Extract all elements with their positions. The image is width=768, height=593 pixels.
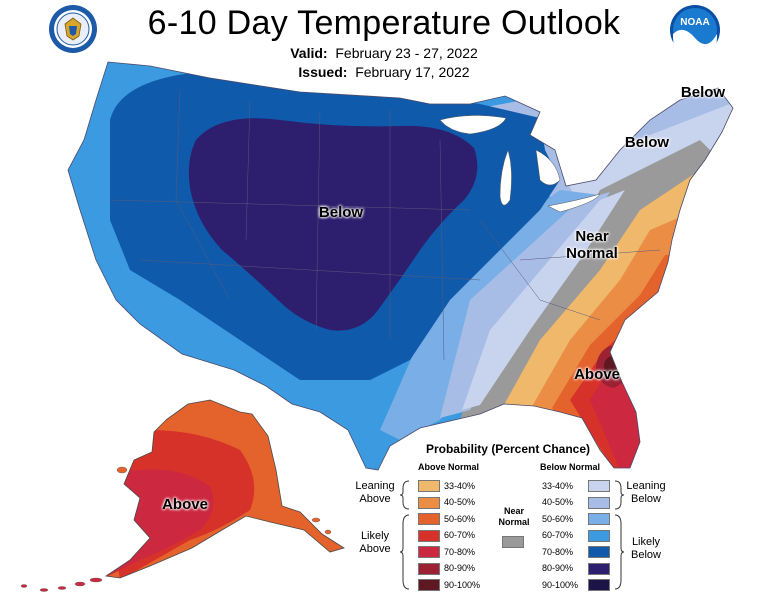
below-swatch-label-1: 40-50% [542, 497, 574, 507]
leaning-below-label: Leaning Below [626, 480, 666, 505]
below-swatch-4 [588, 546, 610, 558]
below-swatch-1 [588, 496, 610, 509]
label-above-ak: Above [162, 496, 208, 513]
leaning-above-label: Leaning Above [355, 480, 395, 505]
label-above-se: Above [574, 366, 620, 383]
below-swatch-2 [588, 513, 610, 525]
legend-above-header: Above Normal [418, 462, 480, 472]
above-swatch-label-3: 60-70% [444, 530, 476, 540]
label-below-center: Below [318, 204, 364, 221]
below-swatch-3 [588, 529, 610, 542]
below-swatch-label-2: 50-60% [542, 513, 574, 524]
issued-date: Issued: February 17, 2022 [0, 64, 768, 80]
below-swatch-6 [588, 579, 610, 591]
above-swatch-label-6: 90-100% [444, 579, 481, 590]
above-swatch-0 [418, 480, 440, 492]
below-swatch-5 [588, 562, 610, 575]
issued-label: Issued: [298, 64, 348, 80]
below-swatch-label-3: 60-70% [542, 530, 574, 540]
above-swatch-label-4: 70-80% [444, 546, 476, 557]
state-lines [109, 89, 661, 361]
conus-shading [68, 62, 733, 470]
likely-below-label: Likely Below [631, 536, 661, 561]
brace-likely-below [614, 514, 624, 590]
label-below-ne: Below [624, 134, 670, 151]
below-swatch-label-4: 70-80% [542, 546, 574, 557]
brace-leaning-below [614, 480, 624, 510]
below-swatch-label-5: 80-90% [542, 563, 574, 573]
map-title: 6-10 Day Temperature Outlook [147, 4, 621, 42]
brace-leaning-above [400, 480, 410, 510]
near-normal-swatch [502, 536, 524, 548]
doc-seal-icon [49, 5, 97, 53]
legend: Probability (Percent Chance) Above Norma… [352, 442, 666, 592]
above-swatch-label-2: 50-60% [444, 513, 476, 524]
near-normal-legend-label: Near Normal [498, 506, 530, 527]
label-near-normal: Near Normal [552, 228, 632, 262]
label-near-line2: Normal [566, 245, 618, 262]
above-swatch-2 [418, 513, 440, 525]
legend-title: Probability (Percent Chance) [425, 442, 591, 456]
brace-likely-above [400, 514, 410, 590]
label-near-line1: Near [575, 228, 609, 245]
above-swatch-5 [418, 562, 440, 575]
valid-label: Valid: [290, 45, 328, 61]
above-swatch-label-1: 40-50% [444, 497, 476, 507]
above-swatch-3 [418, 529, 440, 542]
above-swatch-label-5: 80-90% [444, 563, 476, 573]
noaa-logo-icon: NOAA [670, 5, 720, 56]
above-swatch-label-0: 33-40% [444, 480, 476, 491]
alaska-shading [106, 400, 344, 578]
legend-below-header: Below Normal [540, 462, 601, 472]
valid-value: February 23 - 27, 2022 [335, 45, 478, 61]
issued-value: February 17, 2022 [355, 64, 470, 80]
below-swatch-label-6: 90-100% [542, 579, 579, 590]
above-swatch-4 [418, 546, 440, 558]
label-below-ne-top: Below [680, 84, 726, 101]
above-swatch-6 [418, 579, 440, 591]
likely-above-label: Likely Above [359, 530, 391, 555]
valid-dates: Valid: February 23 - 27, 2022 [0, 45, 768, 61]
above-swatch-1 [418, 496, 440, 509]
aleutian-islands [20, 577, 103, 592]
noaa-logo-text: NOAA [680, 17, 709, 28]
below-swatch-0 [588, 480, 610, 492]
below-swatch-label-0: 33-40% [542, 480, 574, 491]
